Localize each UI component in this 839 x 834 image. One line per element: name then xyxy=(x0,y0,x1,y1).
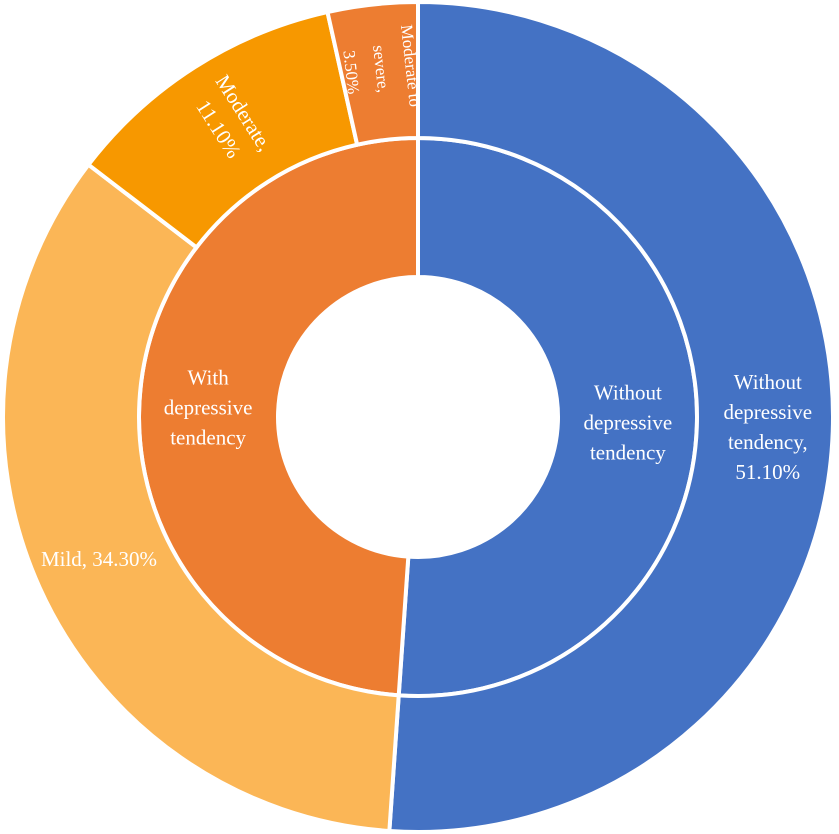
donut-segment xyxy=(1,161,401,834)
outer-label: Without depressive tendency, 51.10% xyxy=(723,370,812,484)
outer-label: Mild, 34.30% xyxy=(41,547,157,571)
outer-label: Moderate tosevere,3.50% xyxy=(337,24,425,115)
inner-label: Without depressive tendency xyxy=(584,380,673,464)
donut-segment xyxy=(387,0,835,834)
inner-label: With depressive tendency xyxy=(164,366,253,450)
donut-segment xyxy=(325,0,420,148)
